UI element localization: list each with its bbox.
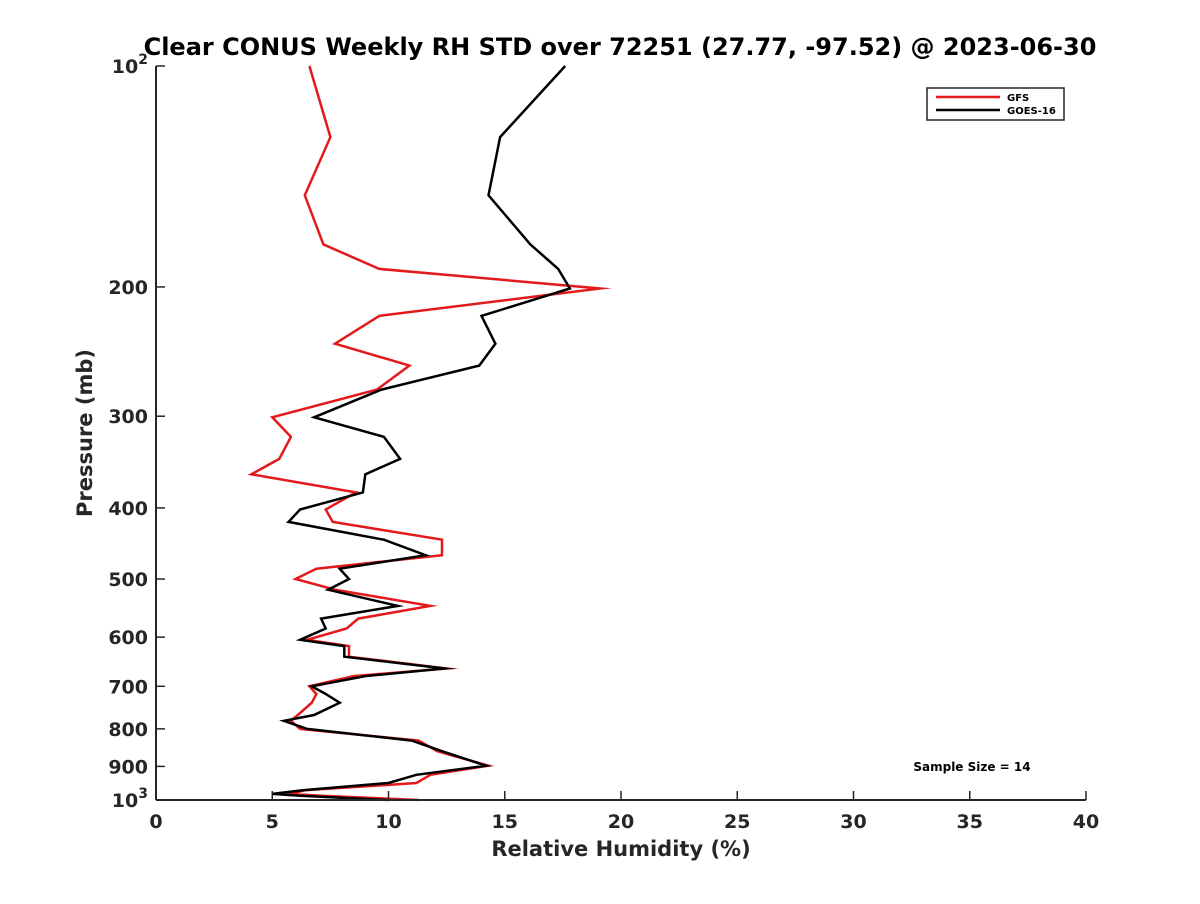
y-axis-label: Pressure (mb)	[73, 349, 97, 517]
x-axis-ticks: 0 5 10 15 20 25 30 35 40	[149, 791, 1099, 833]
x-tick-label: 25	[724, 811, 750, 833]
y-tick-label: 900	[108, 756, 148, 778]
series-layer	[247, 65, 612, 802]
x-tick-label: 40	[1073, 811, 1099, 833]
sample-size-annotation: Sample Size = 14	[913, 760, 1030, 774]
y-tick-label: 103	[112, 786, 148, 812]
y-tick-label: 400	[108, 498, 148, 520]
x-tick-label: 35	[957, 811, 983, 833]
legend-label-gfs: GFS	[1007, 93, 1029, 104]
y-tick-label: 700	[108, 676, 148, 698]
x-tick-label: 0	[149, 811, 162, 833]
x-tick-label: 15	[492, 811, 518, 833]
y-tick-label: 600	[108, 627, 148, 649]
y-tick-label: 800	[108, 719, 148, 741]
series-line-goes-16	[272, 65, 572, 802]
y-axis-ticks: 102 200 300 400 500 600 700 800 900 103	[108, 52, 165, 812]
series-line-gfs	[247, 65, 612, 802]
x-axis-label: Relative Humidity (%)	[491, 837, 750, 861]
y-tick-label: 300	[108, 406, 148, 428]
legend-label-goes16: GOES-16	[1007, 106, 1056, 117]
legend-box	[926, 87, 1065, 121]
chart-title: Clear CONUS Weekly RH STD over 72251 (27…	[144, 33, 1097, 61]
x-tick-label: 20	[608, 811, 634, 833]
x-tick-label: 5	[266, 811, 279, 833]
y-tick-label: 200	[108, 277, 148, 299]
y-tick-label: 102	[112, 52, 148, 78]
x-tick-label: 10	[375, 811, 401, 833]
y-tick-label: 500	[108, 569, 148, 591]
legend: GFS GOES-16	[926, 87, 1065, 121]
x-tick-label: 30	[840, 811, 866, 833]
